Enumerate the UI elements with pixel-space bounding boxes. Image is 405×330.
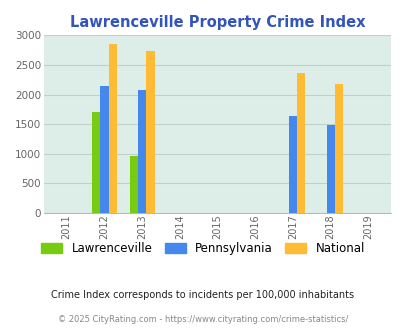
Text: Crime Index corresponds to incidents per 100,000 inhabitants: Crime Index corresponds to incidents per…	[51, 290, 354, 300]
Bar	[326, 125, 334, 213]
Bar	[146, 51, 154, 213]
Title: Lawrenceville Property Crime Index: Lawrenceville Property Crime Index	[70, 15, 364, 30]
Text: © 2025 CityRating.com - https://www.cityrating.com/crime-statistics/: © 2025 CityRating.com - https://www.city…	[58, 315, 347, 324]
Bar	[334, 83, 342, 213]
Legend: Lawrenceville, Pennsylvania, National: Lawrenceville, Pennsylvania, National	[36, 237, 369, 260]
Bar	[288, 116, 296, 213]
Bar	[138, 90, 146, 213]
Bar	[296, 73, 305, 213]
Bar	[108, 44, 117, 213]
Bar	[129, 155, 138, 213]
Bar	[92, 112, 100, 213]
Bar	[100, 86, 108, 213]
